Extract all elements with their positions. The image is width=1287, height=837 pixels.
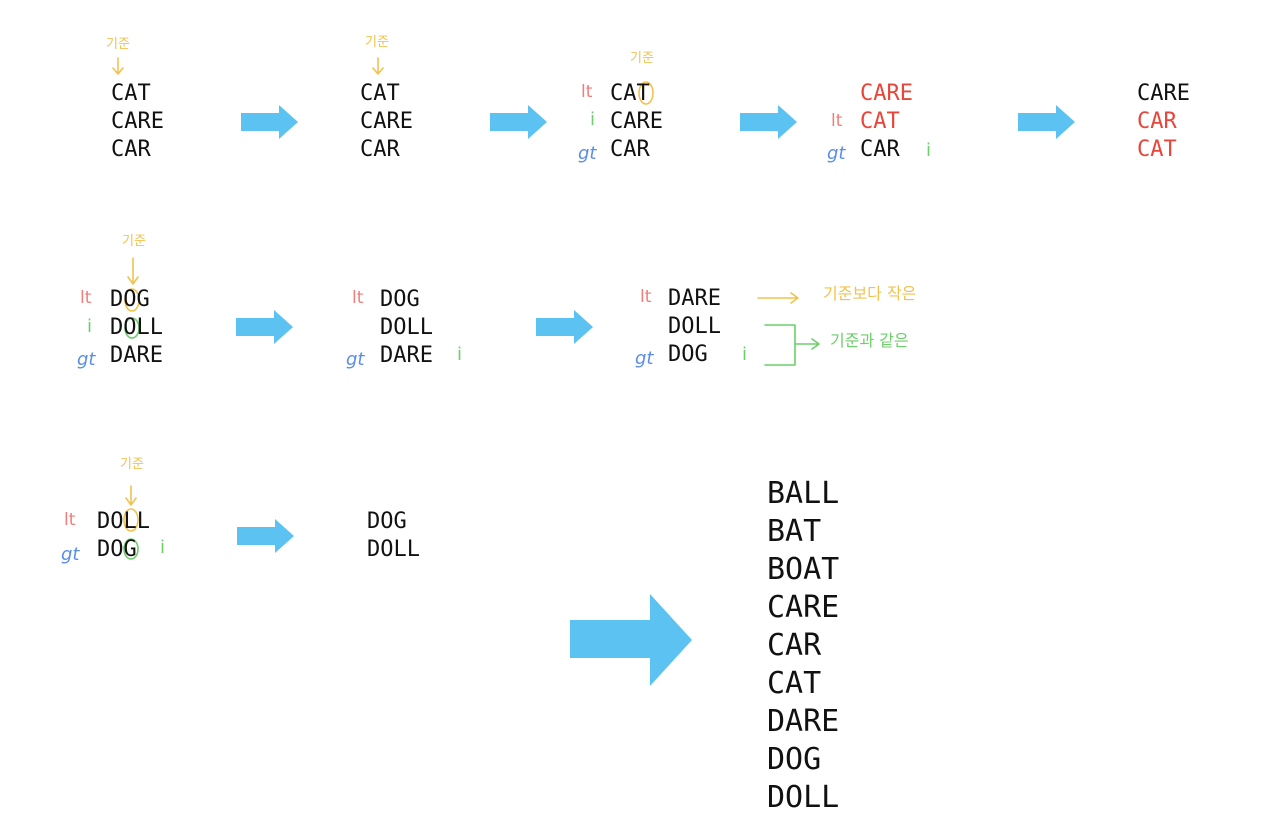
word-r1s2-1: CARE [360, 109, 413, 134]
marker-i-r2s2: i [457, 344, 463, 365]
pivot-arrow-r3s1 [125, 485, 137, 506]
arrow-row1-3 [740, 105, 797, 139]
word-r2s1-1: DOLL [110, 315, 163, 340]
compare-circle-r2s1 [124, 317, 140, 339]
note-bracket-equal [764, 324, 820, 366]
result-word-2: BOAT [767, 552, 840, 587]
word-r1s3-0: CAT [610, 81, 650, 106]
pivot-label-r1s2: 기준 [365, 35, 389, 50]
arrow-big [570, 594, 692, 686]
word-r2s2-1: DOLL [380, 315, 433, 340]
word-r1s2-0: CAT [360, 81, 400, 106]
marker-gt-r3s1: gt [61, 544, 80, 565]
result-word-1: BAT [767, 514, 822, 549]
word-r1s5-2: CAT [1137, 137, 1177, 162]
arrow-row1-1 [241, 105, 298, 139]
note-less-than-pivot: 기준보다 작은 [823, 284, 917, 303]
arrow-row1-2 [490, 105, 547, 139]
word-r1s1-0: CAT [111, 81, 151, 106]
word-r2s3-2: DOG [668, 342, 708, 367]
marker-i-r1s4: i [926, 140, 932, 161]
marker-gt-r2s2: gt [346, 349, 365, 370]
pivot-label-r2s1: 기준 [122, 234, 146, 249]
arrow-row1-4 [1018, 105, 1075, 139]
word-r3s1-0: DOLL [97, 509, 150, 534]
result-word-7: DOG [767, 742, 822, 777]
pivot-label-r1s1: 기준 [106, 37, 130, 52]
result-word-8: DOLL [767, 780, 840, 815]
result-word-6: DARE [767, 704, 840, 739]
result-word-3: CARE [767, 590, 840, 625]
word-r1s4-2: CAR [860, 137, 900, 162]
word-r1s4-0: CARE [860, 81, 913, 106]
marker-gt-r1s4: gt [827, 143, 846, 164]
marker-lt-r3s1: lt [64, 510, 76, 530]
marker-i-r3s1: i [160, 537, 166, 558]
marker-lt-r2s1: lt [80, 288, 92, 308]
pivot-circle-r3s1 [123, 508, 139, 532]
word-r1s3-1: CARE [610, 109, 663, 134]
word-r2s2-0: DOG [380, 287, 420, 312]
compare-circle-r3s1 [123, 538, 139, 560]
arrow-row2-2 [536, 310, 593, 344]
word-r1s3-2: CAR [610, 137, 650, 162]
pivot-circle-r1s3 [638, 81, 654, 105]
marker-i-r2s1: i [87, 316, 93, 337]
note-arrow-less [757, 292, 799, 304]
pivot-label-r1s3: 기준 [630, 51, 654, 66]
word-r2s1-0: DOG [110, 287, 150, 312]
pivot-arrow-r1s1 [112, 57, 124, 75]
marker-lt-r1s4: lt [831, 111, 843, 131]
marker-gt-r2s3: gt [635, 348, 654, 369]
result-word-5: CAT [767, 666, 822, 701]
word-r1s4-1: CAT [860, 109, 900, 134]
word-r3s2-0: DOG [367, 509, 407, 534]
arrow-row2-1 [236, 310, 293, 344]
word-r3s1-1: DOG [97, 537, 137, 562]
word-r2s3-1: DOLL [668, 314, 721, 339]
marker-lt-r1s3: lt [581, 82, 593, 102]
word-r1s1-1: CARE [111, 109, 164, 134]
note-equal-to-pivot: 기준과 같은 [830, 331, 909, 350]
word-r1s5-0: CARE [1137, 81, 1190, 106]
pivot-arrow-r1s2 [372, 57, 384, 75]
word-r3s2-1: DOLL [367, 537, 420, 562]
result-word-4: CAR [767, 628, 822, 663]
pivot-arrow-r2s1 [127, 257, 139, 285]
arrow-group [236, 105, 1075, 686]
arrow-row3-1 [237, 519, 294, 553]
marker-lt-r2s3: lt [640, 287, 652, 307]
word-r2s2-2: DARE [380, 343, 433, 368]
word-r2s3-0: DARE [668, 286, 721, 311]
marker-i-r2s3: i [742, 344, 748, 365]
marker-i-r1s3: i [590, 109, 596, 130]
marker-lt-r2s2: lt [352, 288, 364, 308]
word-r1s5-1: CAR [1137, 109, 1177, 134]
word-r1s2-2: CAR [360, 137, 400, 162]
marker-gt-r2s1: gt [77, 349, 96, 370]
result-word-0: BALL [767, 476, 840, 511]
marker-gt-r1s3: gt [578, 143, 597, 164]
pivot-label-r3s1: 기준 [120, 457, 144, 472]
pivot-circle-r2s1 [124, 288, 140, 312]
word-r1s1-2: CAR [111, 137, 151, 162]
word-r2s1-2: DARE [110, 343, 163, 368]
